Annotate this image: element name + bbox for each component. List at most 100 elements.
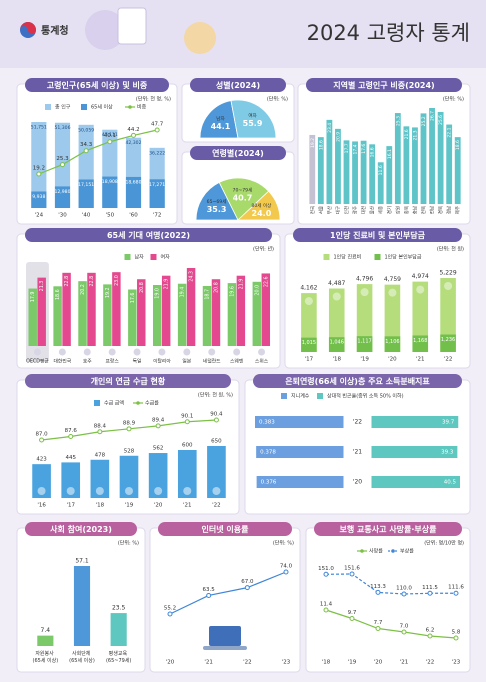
- header-band: [0, 0, 486, 68]
- data-label: 4,487: [328, 280, 345, 287]
- coin: [66, 487, 75, 495]
- decor: [184, 22, 216, 54]
- bar: [61, 462, 81, 498]
- bar: [73, 566, 91, 646]
- data-label: 22.8: [64, 276, 70, 287]
- data-label: 113.3: [370, 584, 386, 590]
- data-label: 12,980: [54, 189, 70, 195]
- data-label: 17.4: [353, 144, 359, 154]
- bar: [437, 111, 444, 204]
- panel-title-bar: [25, 78, 169, 92]
- unit: (단위: 천 원, %): [198, 392, 233, 399]
- data-label: 110.0: [396, 586, 412, 592]
- data-label: 55.9: [243, 119, 263, 128]
- data-label: 57.1: [75, 558, 89, 565]
- x-tick-label: 독일: [133, 358, 142, 365]
- data-label: 4,162: [300, 285, 317, 292]
- point: [206, 592, 212, 598]
- x-tick-label: '18: [322, 660, 331, 666]
- data-label: 0.378: [260, 450, 276, 456]
- legend-label: 비중: [137, 104, 147, 111]
- bar: [161, 275, 171, 346]
- bar: [252, 281, 262, 346]
- data-label: 67.0: [241, 579, 254, 585]
- data-label: 34.3: [80, 142, 93, 148]
- data-label: 18.6: [55, 289, 61, 300]
- data-label: 7.4: [41, 627, 51, 634]
- bar: [53, 286, 62, 346]
- coin: [388, 288, 397, 297]
- x-tick-label: '21: [416, 357, 425, 363]
- bar: [371, 416, 459, 428]
- bar: [412, 335, 429, 352]
- bar: [110, 613, 127, 646]
- data-label: 1,015: [302, 340, 316, 346]
- point: [154, 127, 160, 133]
- x-tick-label: 대전: [360, 206, 367, 214]
- x-tick-label: '40: [82, 213, 91, 219]
- bar: [28, 288, 37, 346]
- x-tick-label: 호주: [83, 359, 92, 365]
- x-tick-label: '22: [243, 660, 252, 666]
- panel-title: 성별(2024): [216, 80, 260, 90]
- bar: [301, 337, 317, 352]
- flag: [108, 348, 116, 356]
- data-label: 528: [124, 448, 135, 454]
- legend-label: 부상률: [400, 548, 414, 555]
- bar: [384, 284, 401, 352]
- bar: [454, 137, 461, 204]
- legend-label: 지니계수: [291, 393, 310, 400]
- x-tick-label: 부산: [326, 206, 333, 214]
- line: [38, 129, 158, 175]
- data-label: 20.9: [335, 132, 341, 142]
- legend-label: 사망률: [369, 548, 383, 555]
- bar: [177, 450, 197, 498]
- bar: [211, 279, 221, 346]
- point: [401, 629, 407, 635]
- panel: [305, 527, 471, 673]
- data-label: 23.4: [327, 123, 333, 133]
- x-tick-label: 스위스: [255, 358, 269, 365]
- bar: [440, 334, 456, 352]
- bar: [328, 288, 345, 352]
- x-tick-label: '16: [37, 503, 46, 509]
- panel-title: 65세 기대 여명(2022): [107, 230, 190, 240]
- x-tick-label: '20: [388, 357, 397, 363]
- data-label: 21.6: [404, 129, 410, 139]
- legend-swatch: [150, 254, 157, 260]
- data-label: 40.7: [233, 194, 253, 203]
- bar: [31, 191, 47, 208]
- data-label: 21.9: [164, 279, 170, 290]
- data-label: 39.3: [441, 450, 454, 456]
- flag: [208, 348, 216, 356]
- x-tick-label: 경남: [446, 206, 453, 214]
- panel-title: 개인의 연금 수급 현황: [91, 376, 166, 386]
- x-tick-label: '20: [353, 479, 362, 486]
- data-label: 1,046: [330, 340, 344, 346]
- slice-label: 80세 이상: [251, 202, 272, 209]
- data-label: 7.0: [400, 624, 409, 630]
- pie-slice: [230, 99, 277, 139]
- slice-label: 여자: [248, 112, 257, 119]
- legend-swatch: [94, 400, 100, 406]
- point: [68, 433, 74, 439]
- panel-title: 연령별(2024): [212, 148, 264, 158]
- bar: [177, 283, 187, 346]
- bar: [356, 284, 373, 352]
- data-label: 21.3: [412, 130, 418, 140]
- panel-title: 보행 교통사고 사망률·부상률: [340, 524, 438, 534]
- coin: [37, 487, 46, 495]
- data-label: 20.0: [254, 285, 260, 296]
- point: [375, 626, 381, 631]
- legend-label: 1인당 본인부담금: [385, 254, 422, 261]
- data-label: 151.6: [344, 566, 360, 572]
- legend-label: 65세 이상: [91, 104, 113, 111]
- data-label: 4,759: [384, 276, 401, 283]
- data-label: 19.6: [229, 286, 235, 297]
- bar: [256, 476, 344, 488]
- bar: [328, 337, 345, 352]
- x-tick-label: '22: [426, 660, 435, 666]
- flag: [158, 348, 166, 356]
- bar: [412, 127, 418, 204]
